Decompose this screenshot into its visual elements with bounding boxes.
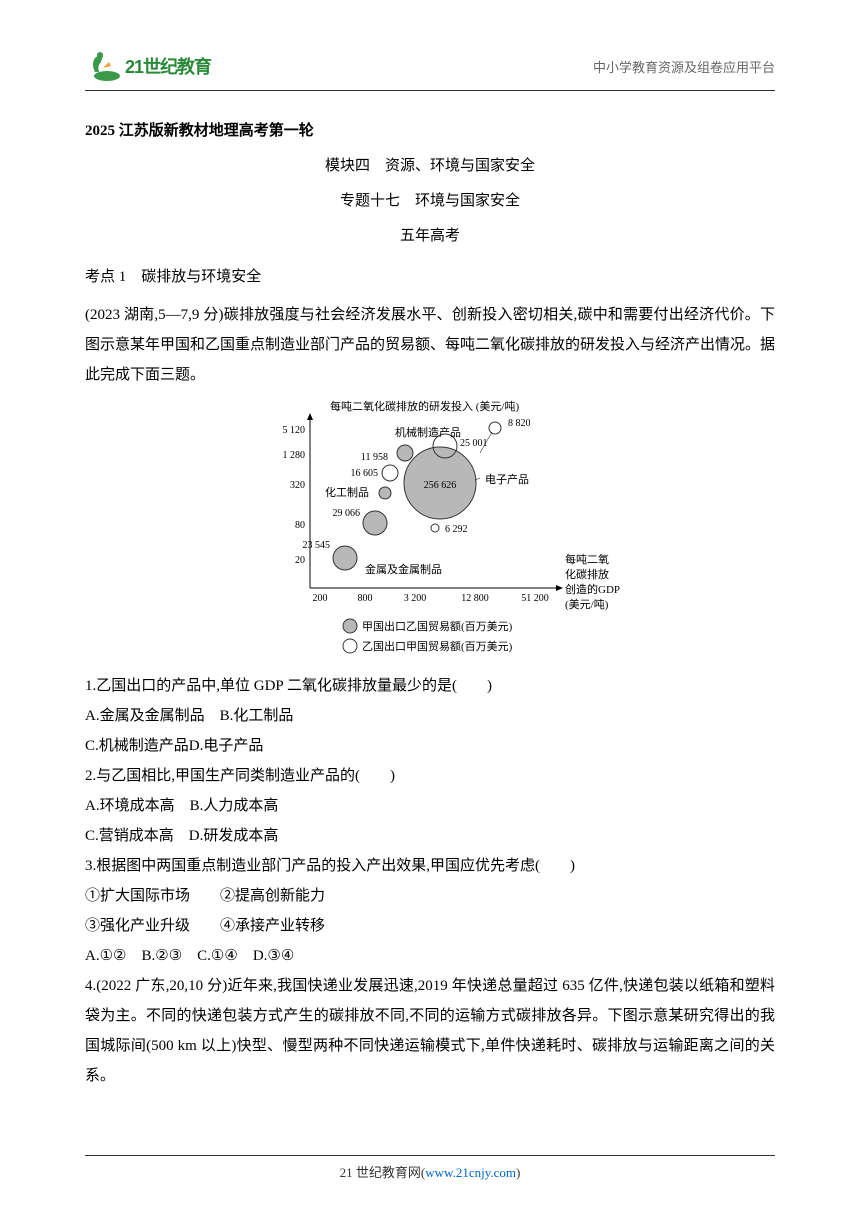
q1-b: B.化工制品 (220, 708, 294, 724)
logo-icon (85, 50, 121, 82)
bubble-machinery-1 (397, 445, 413, 461)
question-4: 4.(2022 广东,20,10 分)近年来,我国快递业发展迅速,2019 年快… (85, 971, 775, 1091)
value-label: 23 545 (303, 540, 331, 551)
bubble-metal-2 (431, 524, 439, 532)
bubble-top-right (489, 422, 501, 434)
q2-c: C.营销成本高 (85, 828, 174, 844)
ytick: 5 120 (283, 425, 306, 436)
ytick: 1 280 (283, 450, 306, 461)
value-label: 8 820 (508, 418, 531, 429)
q2-b: B.人力成本高 (190, 798, 279, 814)
subtitle: 五年高考 (85, 224, 775, 245)
module-title: 模块四 资源、环境与国家安全 (85, 154, 775, 175)
q1-d: D.电子产品 (189, 738, 264, 754)
question-2: 2.与乙国相比,甲国生产同类制造业产品的( ) (85, 761, 775, 791)
page-footer: 21 世纪教育网(www.21cnjy.com) (0, 1155, 860, 1181)
legend-empty-icon (343, 639, 357, 653)
ytick: 20 (295, 555, 305, 566)
footer-text: 21 世纪教育网(www.21cnjy.com) (0, 1162, 860, 1181)
q3-opt1: ①扩大国际市场 (85, 888, 190, 904)
q3-options: A.①② B.②③ C.①④ D.③④ (85, 941, 775, 971)
xtick: 200 (313, 593, 328, 604)
value-label: 16 605 (351, 468, 379, 479)
footer-prefix: 21 世纪教育网( (340, 1165, 426, 1180)
footer-url: www.21cnjy.com (425, 1165, 516, 1180)
xtick: 800 (358, 593, 373, 604)
ytick: 80 (295, 520, 305, 531)
chart-container: 每吨二氧化碳排放的研发投入 (美元/吨) 5 120 1 280 320 80 … (220, 398, 640, 663)
question-1: 1.乙国出口的产品中,单位 GDP 二氧化碳排放量最少的是( ) (85, 671, 775, 701)
q1-a: A.金属及金属制品 (85, 708, 205, 724)
xtick: 12 800 (461, 593, 489, 604)
x-axis-label-1: 每吨二氧 (565, 552, 609, 566)
legend-item-2: 乙国出口甲国贸易额(百万美元) (362, 639, 513, 653)
value-label: 6 292 (445, 524, 468, 535)
q3-b: B.②③ (142, 948, 183, 964)
q1-options-ab: A.金属及金属制品 B.化工制品 (85, 701, 775, 731)
q3-opt2: ②提高创新能力 (220, 888, 325, 904)
q3-c: C.①④ (197, 948, 238, 964)
q3-sub-options-2: ③强化产业升级 ④承接产业转移 (85, 911, 775, 941)
bubble-chart: 每吨二氧化碳排放的研发投入 (美元/吨) 5 120 1 280 320 80 … (220, 398, 640, 658)
q3-d: D.③④ (253, 948, 294, 964)
page-header: 21世纪教育 中小学教育资源及组卷应用平台 (85, 50, 775, 82)
q2-d: D.研发成本高 (189, 828, 279, 844)
footer-suffix: ) (516, 1165, 520, 1180)
question-3: 3.根据图中两国重点制造业部门产品的投入产出效果,甲国应优先考虑( ) (85, 851, 775, 881)
q2-a: A.环境成本高 (85, 798, 175, 814)
bubble-metal-3 (333, 546, 357, 570)
section-title: 考点 1 碳排放与环境安全 (85, 265, 775, 286)
bubble-metal-1 (363, 511, 387, 535)
main-title: 2025 江苏版新教材地理高考第一轮 (85, 119, 775, 140)
x-axis-label-2: 化碳排放 (565, 567, 609, 581)
topic-title: 专题十七 环境与国家安全 (85, 189, 775, 210)
xtick: 3 200 (404, 593, 427, 604)
header-right-text: 中小学教育资源及组卷应用平台 (593, 57, 775, 76)
intro-paragraph: (2023 湖南,5—7,9 分)碳排放强度与社会经济发展水平、创新投入密切相关… (85, 300, 775, 390)
q3-opt4: ④承接产业转移 (220, 918, 325, 934)
q3-a: A.①② (85, 948, 126, 964)
xtick: 51 200 (521, 593, 549, 604)
q1-c: C.机械制造产品 (85, 738, 189, 754)
y-axis-label: 每吨二氧化碳排放的研发投入 (美元/吨) (330, 399, 519, 413)
ytick: 320 (290, 480, 305, 491)
logo-text-wrapper: 21世纪教育 (125, 53, 211, 79)
label-chemicals: 化工制品 (325, 485, 369, 499)
q2-options-cd: C.营销成本高 D.研发成本高 (85, 821, 775, 851)
bubble-chem-2 (379, 487, 391, 499)
q3-opt3: ③强化产业升级 (85, 918, 190, 934)
label-electronics: 电子产品 (485, 472, 529, 486)
label-metals: 金属及金属制品 (365, 562, 442, 576)
x-axis-label-3: 创造的GDP (565, 582, 620, 596)
q2-options-ab: A.环境成本高 B.人力成本高 (85, 791, 775, 821)
value-label: 256 626 (424, 480, 457, 491)
logo-text: 21 (125, 57, 143, 77)
logo: 21世纪教育 (85, 50, 211, 82)
q3-sub-options: ①扩大国际市场 ②提高创新能力 (85, 881, 775, 911)
footer-divider (85, 1155, 775, 1156)
logo-text-main: 世纪教育 (143, 57, 211, 77)
q1-options-cd: C.机械制造产品D.电子产品 (85, 731, 775, 761)
header-divider (85, 90, 775, 91)
x-axis-label-4: (美元/吨) (565, 598, 609, 611)
label-machinery: 机械制造产品 (395, 425, 461, 439)
bubble-chem-1 (382, 465, 398, 481)
legend-filled-icon (343, 619, 357, 633)
value-label: 11 958 (361, 452, 388, 463)
value-label: 29 066 (333, 508, 361, 519)
legend-item-1: 甲国出口乙国贸易额(百万美元) (362, 619, 513, 633)
